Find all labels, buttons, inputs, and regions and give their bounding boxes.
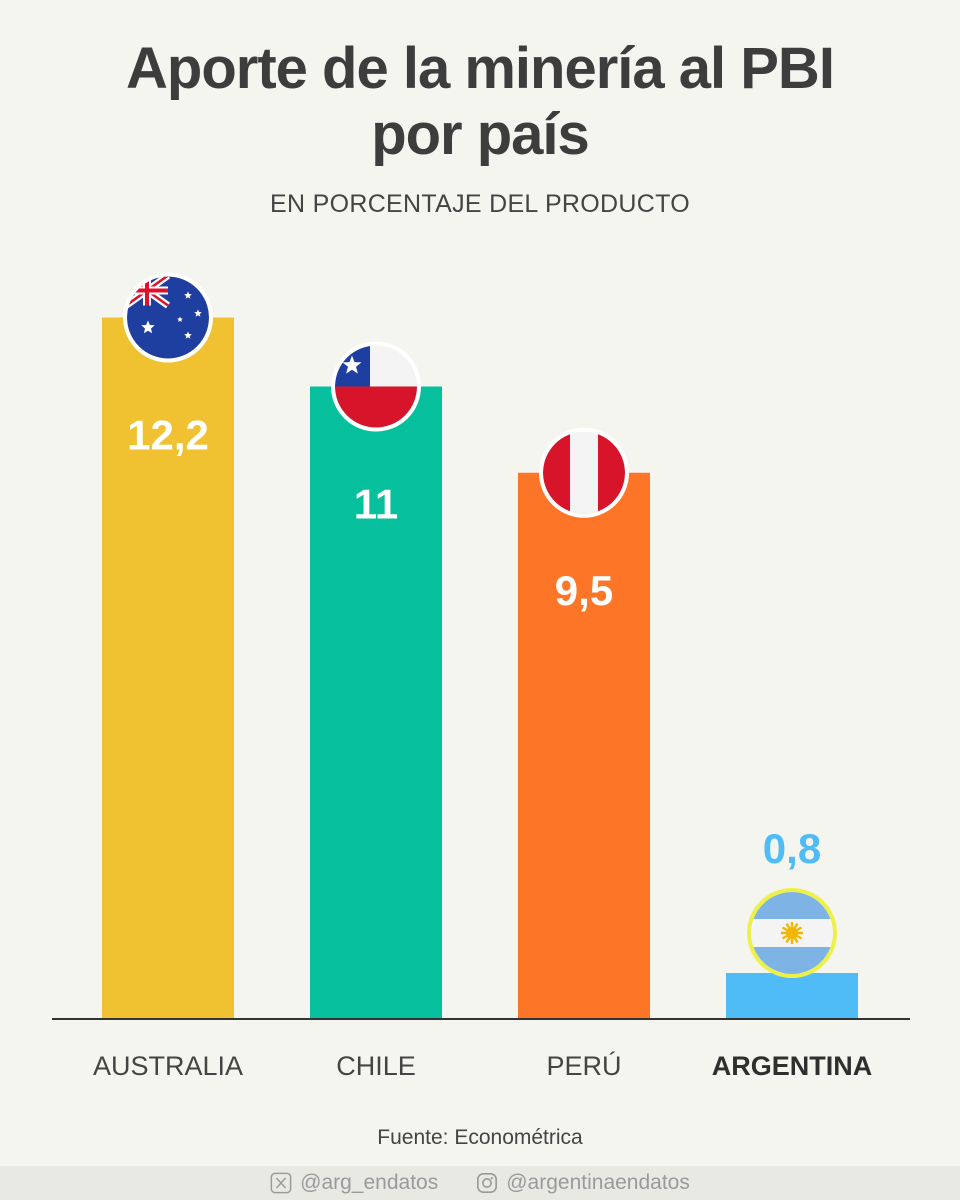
value-label-peru: 9,5	[555, 567, 613, 614]
chart-title-line-1: Aporte de la minería al PBI	[126, 36, 835, 101]
chart-subtitle: EN PORCENTAJE DEL PRODUCTO	[270, 190, 690, 218]
category-label-argentina: ARGENTINA	[712, 1051, 873, 1081]
chart-title-line-2: por país	[371, 102, 590, 167]
source-note: Fuente: Econométrica	[377, 1126, 583, 1149]
chile-flag-icon	[331, 341, 421, 432]
bar-chart: 12,2 AUSTRALIA 11 CHILE 9,5 PERÚ 0,8 ARGENTINA	[52, 272, 910, 1081]
peru-flag-icon	[539, 427, 629, 518]
x-logo-icon	[270, 1172, 292, 1194]
instagram-handle-text: @argentinaendatos	[506, 1171, 690, 1194]
value-label-australia: 12,2	[127, 412, 209, 459]
argentina-flag-icon	[747, 888, 837, 978]
footer-bar: @arg_endatos @argentinaendatos	[0, 1166, 960, 1200]
instagram-logo-icon	[477, 1173, 498, 1193]
instagram-handle-link[interactable]: @argentinaendatos	[476, 1171, 690, 1195]
category-label-peru: PERÚ	[546, 1050, 621, 1081]
category-label-australia: AUSTRALIA	[93, 1051, 243, 1081]
chart-title: Aporte de la minería al PBI por país	[0, 36, 960, 168]
australia-flag-icon	[123, 272, 213, 363]
bar-argentina	[726, 973, 858, 1019]
bar-australia	[102, 317, 234, 1019]
bar-chile	[310, 386, 442, 1019]
category-label-chile: CHILE	[336, 1051, 416, 1081]
x-handle-text: @arg_endatos	[300, 1171, 439, 1194]
value-label-argentina: 0,8	[763, 825, 821, 872]
bar-peru	[518, 472, 650, 1019]
x-handle-link[interactable]: @arg_endatos	[270, 1171, 438, 1195]
value-label-chile: 11	[354, 481, 398, 528]
